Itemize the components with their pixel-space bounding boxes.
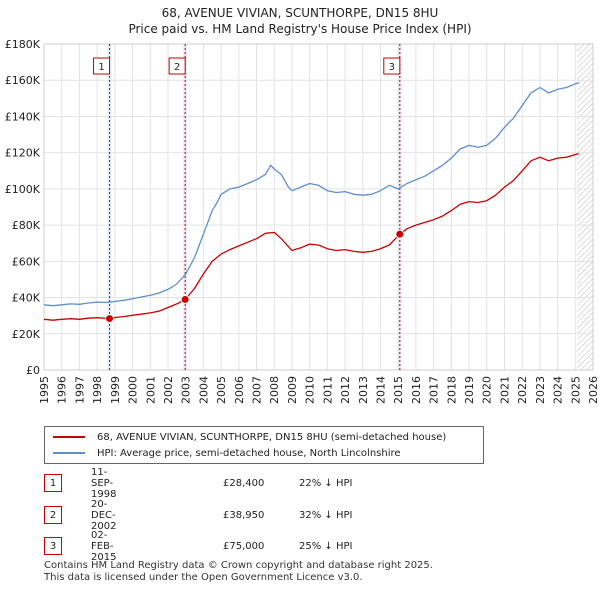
chart-legend: 68, AVENUE VIVIAN, SCUNTHORPE, DN15 8HU … <box>44 426 484 464</box>
transaction-price: £38,950 <box>223 509 265 521</box>
transaction-point <box>180 294 190 304</box>
legend-label-property: 68, AVENUE VIVIAN, SCUNTHORPE, DN15 8HU … <box>97 431 447 443</box>
x-tick-label: 2002 <box>162 376 175 404</box>
y-tick-label: £0 <box>26 364 40 377</box>
transaction-point <box>105 314 115 324</box>
x-tick-label: 2001 <box>144 376 157 404</box>
transaction-band <box>183 44 188 370</box>
transaction-label: 3 <box>389 62 395 73</box>
y-tick-label: £160K <box>5 74 41 87</box>
y-tick-label: £80K <box>12 219 41 232</box>
price-chart: £0 £20K £40K £60K £80K £100K £120K £140K £160K £1… <box>5 38 600 404</box>
x-tick-label: 2015 <box>392 376 405 404</box>
property-series-line <box>43 152 579 321</box>
y-tick-label: £40K <box>12 292 41 305</box>
x-tick-label: 2006 <box>233 376 246 404</box>
footer-copyright: Contains HM Land Registry data © Crown c… <box>44 560 433 571</box>
hpi-series-line <box>43 82 579 307</box>
x-tick-label: 2000 <box>127 376 140 404</box>
transaction-marker: 2 <box>44 506 62 524</box>
x-tick-label: 2026 <box>587 376 600 404</box>
transaction-date: 11-SEP-1998 <box>91 466 117 500</box>
x-tick-label: 2005 <box>215 376 228 404</box>
x-tick-label: 1995 <box>38 376 51 404</box>
transaction-price: £28,400 <box>223 477 265 489</box>
transaction-band <box>107 44 112 370</box>
y-tick-label: £100K <box>5 183 41 196</box>
transaction-label: 1 <box>98 62 104 73</box>
y-tick-label: £60K <box>12 255 41 268</box>
transaction-hpi-diff: 32% ↓ HPI <box>299 509 353 521</box>
x-tick-label: 1999 <box>109 376 122 404</box>
transaction-date: 02-FEB-2015 <box>91 529 117 563</box>
x-tick-label: 2018 <box>445 376 458 404</box>
chart-subtitle: Price paid vs. HM Land Registry's House … <box>128 22 472 36</box>
legend-item-hpi: HPI: Average price, semi-detached house,… <box>53 446 401 460</box>
footer-license: This data is licensed under the Open Gov… <box>44 572 363 583</box>
transaction-hpi-diff: 25% ↓ HPI <box>299 540 353 552</box>
footer: Contains HM Land Registry data © Crown c… <box>44 560 433 584</box>
future-hatch <box>577 44 593 370</box>
transaction-row: 1 11-SEP-1998 £28,400 22% ↓ HPI <box>44 467 352 500</box>
transaction-label-box <box>383 57 401 75</box>
x-tick-label: 2025 <box>569 376 582 404</box>
legend-item-property: 68, AVENUE VIVIAN, SCUNTHORPE, DN15 8HU … <box>53 430 446 444</box>
x-tick-label: 2016 <box>410 376 423 404</box>
x-tick-label: 1997 <box>73 376 86 404</box>
transaction-label-box <box>93 57 111 75</box>
x-tick-label: 2013 <box>357 376 370 404</box>
x-tick-label: 2004 <box>197 376 210 404</box>
x-tick-label: 2014 <box>374 376 387 404</box>
x-tick-label: 2019 <box>463 376 476 404</box>
legend-label-hpi: HPI: Average price, semi-detached house,… <box>97 447 401 459</box>
legend-swatch-property <box>53 436 85 438</box>
x-tick-label: 2022 <box>516 376 529 404</box>
x-tick-label: 2010 <box>304 376 317 404</box>
x-tick-label: 2020 <box>481 376 494 404</box>
transaction-marker: 3 <box>44 537 62 555</box>
plot-area <box>44 44 593 370</box>
x-tick-label: 2012 <box>339 376 352 404</box>
x-tick-label: 2007 <box>251 376 264 404</box>
chart-title: 68, AVENUE VIVIAN, SCUNTHORPE, DN15 8HU <box>161 6 439 20</box>
transaction-row: 2 20-DEC-2002 £38,950 32% ↓ HPI <box>44 499 352 532</box>
x-tick-label: 1996 <box>56 376 69 404</box>
transaction-point <box>395 229 405 239</box>
x-tick-label: 2017 <box>428 376 441 404</box>
transaction-label-box <box>168 57 186 75</box>
legend-swatch-hpi <box>53 452 85 454</box>
x-tick-label: 2021 <box>498 376 511 404</box>
x-tick-label: 2024 <box>552 376 565 404</box>
y-tick-label: £140K <box>5 110 41 123</box>
transaction-label: 2 <box>174 62 180 73</box>
transaction-band <box>397 44 402 370</box>
y-tick-label: £120K <box>5 147 41 160</box>
y-tick-label: £20K <box>12 328 41 341</box>
y-tick-label: £180K <box>5 38 41 51</box>
plot-frame <box>43 43 594 371</box>
x-tick-label: 1998 <box>91 376 104 404</box>
x-tick-label: 2009 <box>286 376 299 404</box>
x-tick-label: 2011 <box>321 376 334 404</box>
transaction-date: 20-DEC-2002 <box>91 498 117 532</box>
x-tick-label: 2003 <box>180 376 193 404</box>
transaction-row: 3 02-FEB-2015 £75,000 25% ↓ HPI <box>44 530 352 563</box>
x-tick-label: 2023 <box>534 376 547 404</box>
x-tick-label: 2008 <box>268 376 281 404</box>
transaction-price: £75,000 <box>223 540 265 552</box>
transaction-hpi-diff: 22% ↓ HPI <box>299 477 353 489</box>
transaction-marker: 1 <box>44 474 62 492</box>
